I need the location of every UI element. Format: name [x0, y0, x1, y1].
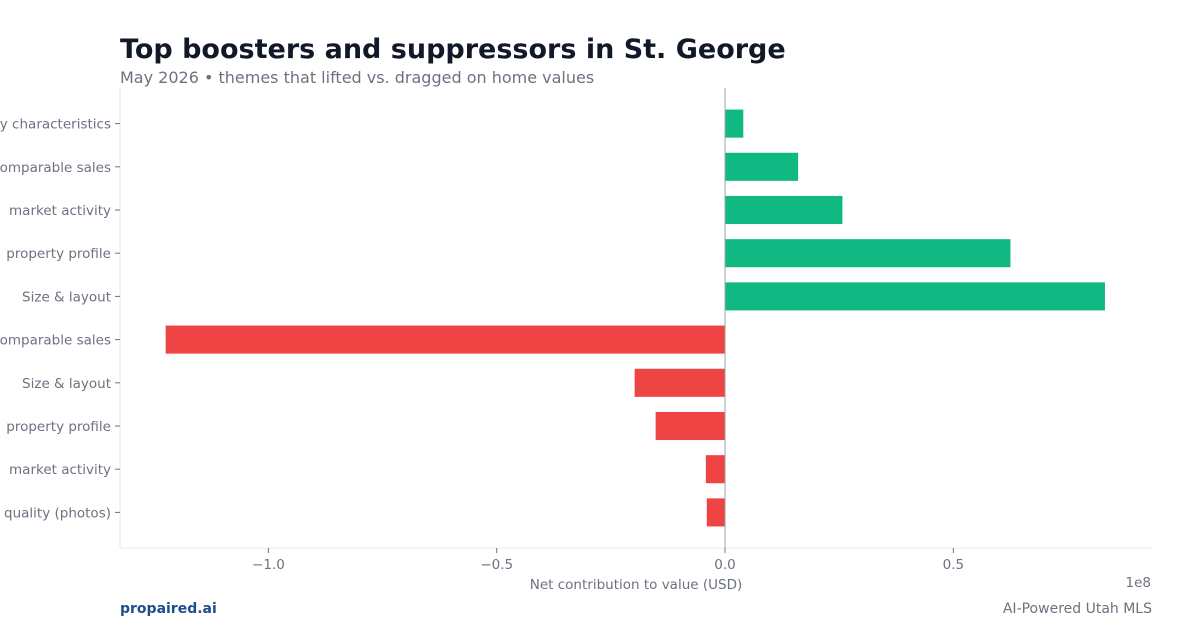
- bar-9: [705, 455, 726, 484]
- y-tick-label: Size & layout: [22, 289, 111, 305]
- bar-6: [165, 325, 726, 354]
- y-tick-label: market activity: [9, 462, 111, 478]
- chart-subtitle: May 2026 • themes that lifted vs. dragge…: [120, 68, 595, 87]
- x-axis-label: Net contribution to value (USD): [530, 577, 743, 593]
- bar-1: [725, 109, 744, 138]
- x-tick-label: 0.5: [943, 557, 964, 573]
- brand-name: propaired.ai: [120, 601, 217, 617]
- y-tick-label: omparable sales: [0, 333, 111, 349]
- chart-title: Top boosters and suppressors in St. Geor…: [120, 34, 786, 65]
- bar-10: [706, 498, 726, 527]
- bar-4: [725, 239, 1011, 268]
- y-tick-label: omparable sales: [0, 160, 111, 176]
- x-tick-label: −0.5: [480, 557, 513, 573]
- bar-3: [725, 195, 843, 225]
- y-tick-label: quality (photos): [4, 505, 111, 521]
- axes-group: y characteristics omparable sales market a…: [0, 88, 1152, 573]
- bar-2: [725, 152, 799, 181]
- y-tick-label: market activity: [9, 203, 111, 219]
- y-tick-label: property profile: [6, 419, 111, 435]
- x-axis-offset-label: 1e8: [1126, 575, 1151, 591]
- x-tick-label: 0.0: [714, 557, 735, 573]
- y-tick-label: y characteristics: [0, 117, 111, 133]
- bars-group: [165, 109, 1105, 527]
- bar-8: [655, 411, 726, 441]
- bar-7: [634, 368, 726, 397]
- footer-tagline: AI-Powered Utah MLS: [1002, 601, 1152, 617]
- x-tick-label: −1.0: [252, 557, 285, 573]
- bar-5: [725, 282, 1105, 311]
- y-tick-label: property profile: [6, 246, 111, 262]
- y-tick-label: Size & layout: [22, 376, 111, 392]
